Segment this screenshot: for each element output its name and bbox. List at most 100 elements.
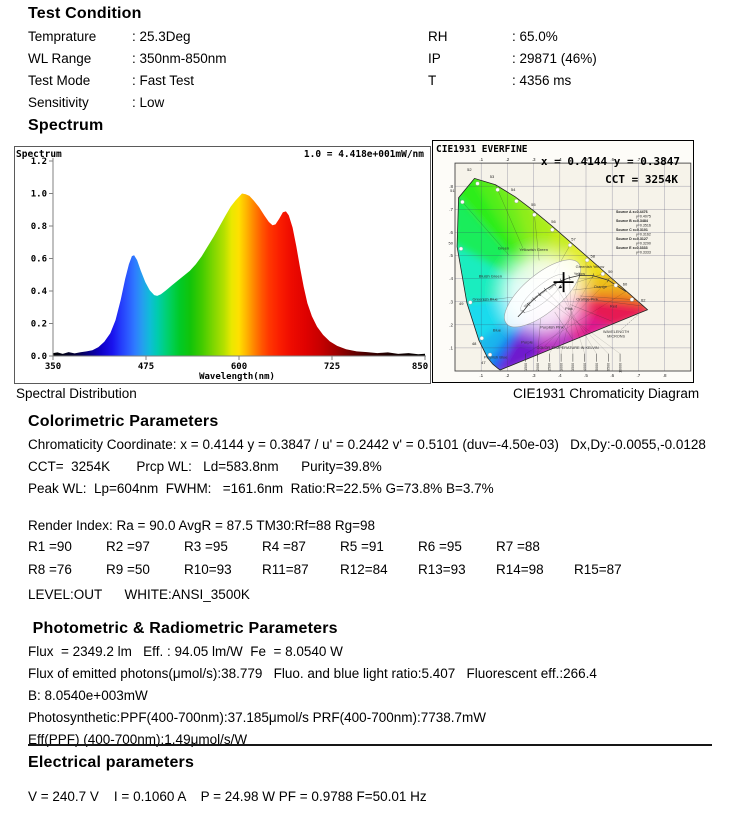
svg-text:56: 56 [551,219,556,224]
svg-text:Source D x=0.3127: Source D x=0.3127 [616,237,648,241]
svg-text:.8: .8 [663,157,667,162]
photometric-line: Flux = 2349.2 lm Eff. : 94.05 lm/W Fe = … [28,644,343,659]
svg-text:50: 50 [449,240,454,245]
svg-text:59: 59 [608,269,613,274]
svg-text:47: 47 [481,360,486,365]
test-condition-row: Test Mode: Fast Test [28,73,227,95]
svg-text:.6: .6 [610,157,614,162]
svg-text:.8: .8 [449,184,453,189]
test-condition-row: WL Range: 350nm-850nm [28,51,227,73]
section-title-colorimetric: Colorimetric Parameters [28,413,219,430]
electrical-values-line: V = 240.7 V I = 0.1060 A P = 24.98 W PF … [28,789,427,804]
caption-cie1931: CIE1931 Chromaticity Diagram [513,386,700,401]
section-title-electrical: Electrical parameters [28,754,195,771]
colorimetric-line: Chromaticity Coordinate: x = 0.4144 y = … [28,437,706,452]
render-index-value: R15=87 [574,562,622,577]
svg-text:850: 850 [412,362,428,372]
render-index-value: R6 =95 [418,539,462,554]
svg-text:60: 60 [623,282,628,287]
section-divider [28,744,712,746]
svg-text:Source E x=0.3333: Source E x=0.3333 [616,246,648,250]
section-title-test-condition: Test Condition [28,5,142,22]
test-condition-right-column: RH: 65.0% IP: 29871 (46%) T: 4356 ms [428,29,597,95]
render-index-value: R7 =88 [496,539,540,554]
svg-text:6500: 6500 [607,363,611,371]
condition-label: Temprature [28,29,97,44]
svg-text:.7: .7 [449,207,453,212]
region-label: Purple [521,339,533,344]
test-condition-left-column: Temprature : 25.3Deg WL Range: 350nm-850n… [28,29,227,117]
section-title-photometric: Photometric & Radiometric Parameters [28,620,338,637]
svg-text:.3: .3 [532,373,536,378]
condition-value: : Fast Test [132,73,195,88]
region-label: Yellow [574,271,586,276]
svg-text:600: 600 [231,362,247,372]
svg-text:Spectrum: Spectrum [16,149,62,160]
svg-text:y=0.4075: y=0.4075 [636,214,651,218]
svg-text:.7: .7 [637,157,641,162]
condition-value: : 29871 (46%) [512,51,597,66]
svg-text:Source C x=0.3101: Source C x=0.3101 [616,228,648,232]
svg-text:49: 49 [459,301,464,306]
svg-text:4000: 4000 [583,363,587,371]
svg-text:2000: 2000 [536,363,540,371]
cie1931-plot: .1.1.1.1.2.2.2.2.3.3.3.3.4.4.4.4.5.5.5.5… [433,141,697,382]
svg-text:.5: .5 [584,157,588,162]
region-label: Purplish Pink [540,324,563,329]
condition-label: IP [428,51,441,66]
condition-label: RH [428,29,448,44]
svg-text:.5: .5 [449,253,453,258]
level-white-line: LEVEL:OUT WHITE:ANSI_3500K [28,587,250,602]
svg-text:COLOR TEMPERATURE IN KELVIN: COLOR TEMPERATURE IN KELVIN [537,346,599,350]
svg-text:.4: .4 [558,373,562,378]
svg-text:0.0: 0.0 [31,352,47,362]
svg-text:.8: .8 [663,373,667,378]
spectral-distribution-chart: 0.0 0.2 0.4 0.6 0.8 1.0 1.2 350 475 600 725 850 Spec… [14,146,431,384]
color-region-boundaries [458,184,644,358]
svg-text:10000: 10000 [618,363,622,373]
region-label: Greenish Yellow [576,264,605,269]
spectral-power-area [53,193,425,356]
svg-text:1500: 1500 [524,363,528,371]
condition-value: : 350nm-850nm [132,51,227,66]
condition-value: : 4356 ms [512,73,572,88]
svg-text:725: 725 [324,362,340,372]
svg-text:.2: .2 [506,157,510,162]
svg-text:475: 475 [138,362,154,372]
condition-label: Sensitivity [28,95,89,110]
svg-text:.7: .7 [637,373,641,378]
render-index-value: R1 =90 [28,539,72,554]
svg-text:y=0.3290: y=0.3290 [636,241,651,245]
svg-text:0.6: 0.6 [31,255,47,265]
section-title-spectrum: Spectrum [28,117,104,134]
svg-text:350: 350 [45,362,61,372]
svg-text:1.0 = 4.418e+001mW/nm: 1.0 = 4.418e+001mW/nm [304,149,424,160]
svg-text:52: 52 [467,167,472,172]
spectral-locus [456,177,649,371]
svg-text:54: 54 [511,187,516,192]
photometric-line: Eff(PPF) (400-700nm):1.49μmol/s/W [28,732,248,747]
render-index-value: R2 =97 [106,539,150,554]
svg-text:y=0.3333: y=0.3333 [636,250,651,254]
svg-text:x = 0.4144 y = 0.3847: x = 0.4144 y = 0.3847 [541,155,680,168]
svg-text:.2: .2 [449,322,453,327]
wavelength-microns-label: WAVELENGTH [603,330,629,334]
render-index-row-2: R8 =76 R9 =50 R10=93 R11=87 R12=84 R13=93 R14=… [28,562,652,584]
svg-text:Source A x=0.4476: Source A x=0.4476 [616,210,648,214]
svg-text:MICRONS: MICRONS [607,335,625,339]
svg-text:.4: .4 [449,276,453,281]
region-label: Bluish Green [479,273,502,278]
region-label: Green [498,246,509,251]
region-label: Yellowish Green [519,247,548,252]
svg-text:CIE1931 EVERFINE: CIE1931 EVERFINE [436,144,528,155]
region-label: Pink [565,306,573,311]
region-label: Red [610,303,617,308]
condition-value: : 25.3Deg [132,29,191,44]
svg-text:.1: .1 [479,373,483,378]
svg-text:Wavelength(nm): Wavelength(nm) [199,372,275,382]
condition-label: T [428,73,437,88]
svg-text:.1: .1 [449,346,453,351]
region-label: Greenish Blue [472,297,498,302]
svg-text:51: 51 [450,188,455,193]
